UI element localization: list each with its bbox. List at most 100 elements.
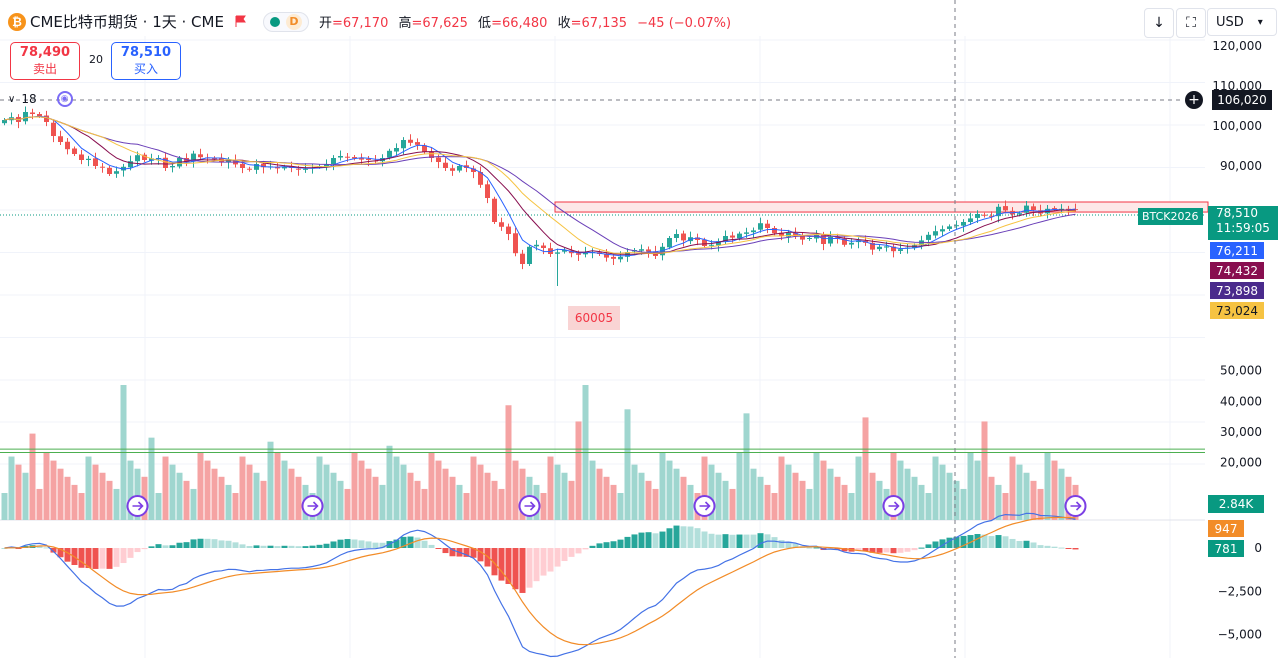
- macd-histogram-bar: [582, 548, 589, 550]
- resistance-rect: [554, 201, 1209, 213]
- event-marker-icon[interactable]: [882, 495, 905, 517]
- volume-bar: [498, 488, 505, 520]
- macd-histogram-bar: [253, 545, 260, 548]
- macd-histogram-bar: [708, 533, 715, 548]
- low-value: =66,480: [491, 16, 548, 31]
- macd-histogram-bar: [939, 539, 946, 548]
- candle-body: [415, 142, 420, 145]
- macd-histogram-bar: [113, 548, 120, 567]
- volume-bar: [1023, 472, 1030, 520]
- ma-line-2: [4, 116, 1076, 255]
- crosshair: [0, 0, 1182, 658]
- volume-bar: [701, 456, 708, 520]
- last-price-label: 78,510 11:59:05: [1208, 206, 1278, 240]
- volume-bar: [757, 476, 764, 520]
- volume-bar: [876, 480, 883, 520]
- spread-value: 20: [89, 53, 103, 66]
- macd-histogram-bar: [974, 534, 981, 548]
- volume-bar: [505, 405, 512, 520]
- volume-bar: [820, 460, 827, 520]
- candle-body: [51, 122, 56, 136]
- volume-bar: [386, 445, 393, 520]
- price-axis-label: 110,000: [1212, 79, 1262, 93]
- volume-bar: [799, 480, 806, 520]
- candle-body: [506, 226, 511, 234]
- candle-body: [443, 162, 448, 168]
- volume-bar: [421, 488, 428, 520]
- candle-body: [779, 232, 784, 236]
- event-marker-icon[interactable]: [126, 495, 149, 517]
- macd-histogram-bar: [631, 534, 638, 548]
- currency-select[interactable]: USD ▾: [1207, 8, 1277, 36]
- event-marker-icon[interactable]: [1064, 495, 1087, 517]
- volume-bar: [414, 480, 421, 520]
- candle-body: [485, 184, 490, 198]
- macd-histogram-bar: [470, 548, 477, 558]
- event-marker-icon[interactable]: [301, 495, 324, 517]
- open-value: =67,170: [331, 16, 389, 31]
- flag-icon[interactable]: [234, 15, 247, 28]
- buy-button[interactable]: 78,510 买入: [111, 42, 181, 80]
- volume-bar: [428, 452, 435, 520]
- volume-bar: [617, 493, 624, 520]
- macd-histogram-bar: [1058, 547, 1065, 549]
- price-axis-label: 50,000: [1220, 364, 1262, 378]
- candle-body: [562, 250, 567, 252]
- candle-body: [37, 114, 42, 116]
- market-status-pill[interactable]: D: [262, 11, 309, 32]
- volume-bar: [43, 452, 50, 520]
- chevron-down-icon[interactable]: ∨: [8, 93, 16, 105]
- volume-bar: [225, 484, 232, 520]
- macd-histogram-bar: [575, 548, 582, 554]
- candle-body: [681, 233, 686, 241]
- volume-bar: [953, 480, 960, 520]
- macd-histogram-bar: [281, 545, 288, 548]
- ma2-value-tag: 74,432: [1210, 262, 1264, 279]
- indicator-toggle[interactable]: ∨ 18 ◉: [8, 91, 73, 107]
- macd-histogram-bar: [197, 538, 204, 548]
- volume-bar: [435, 460, 442, 520]
- volume-bar: [547, 456, 554, 520]
- fullscreen-button[interactable]: ⛶: [1176, 8, 1206, 38]
- volume-bar: [316, 456, 323, 520]
- event-markers[interactable]: [126, 495, 1087, 517]
- macd-histogram-bar: [960, 535, 967, 548]
- macd-histogram-bar: [785, 541, 792, 548]
- volume-bar: [1044, 452, 1051, 520]
- macd-histogram-bar: [855, 548, 862, 551]
- candle-body: [2, 120, 7, 124]
- macd-signal-line: [4, 516, 1076, 646]
- macd-histogram-bar: [932, 541, 939, 548]
- add-alert-plus-icon[interactable]: +: [1185, 91, 1203, 109]
- volume-bar: [743, 413, 750, 520]
- symbol-title[interactable]: CME比特币期货 · 1天 · CME: [30, 13, 224, 31]
- volume-bar: [1051, 460, 1058, 520]
- visibility-icon[interactable]: ◉: [56, 91, 73, 107]
- candle-body: [758, 223, 763, 230]
- market-open-dot-icon: [269, 16, 280, 27]
- volume-bar: [463, 493, 470, 520]
- volume-bar: [400, 464, 407, 520]
- candle-body: [478, 172, 483, 185]
- volume-bar: [848, 493, 855, 520]
- volume-bar: [722, 480, 729, 520]
- volume-bar: [1009, 456, 1016, 520]
- event-marker-icon[interactable]: [693, 495, 716, 517]
- macd-histogram-bar: [701, 531, 708, 548]
- volume-bar: [512, 460, 519, 520]
- macd-histogram-bar: [1009, 538, 1016, 548]
- volume-bar: [1016, 464, 1023, 520]
- macd-histogram-bar: [862, 548, 869, 552]
- high-label: 高: [398, 16, 412, 31]
- volume-bar: [29, 433, 36, 520]
- macd-histogram-bar: [624, 536, 631, 548]
- sell-button[interactable]: 78,490 卖出: [10, 42, 80, 80]
- download-button[interactable]: ↓: [1144, 8, 1174, 38]
- ohlc-values: 开=67,170 高=67,625 低=66,480 收=67,135 −45 …: [319, 12, 737, 31]
- candle-body: [604, 253, 609, 258]
- event-marker-icon[interactable]: [518, 495, 541, 517]
- macd-histogram-bar: [302, 546, 309, 548]
- candle-body: [324, 164, 329, 167]
- macd-histogram-bar: [267, 545, 274, 548]
